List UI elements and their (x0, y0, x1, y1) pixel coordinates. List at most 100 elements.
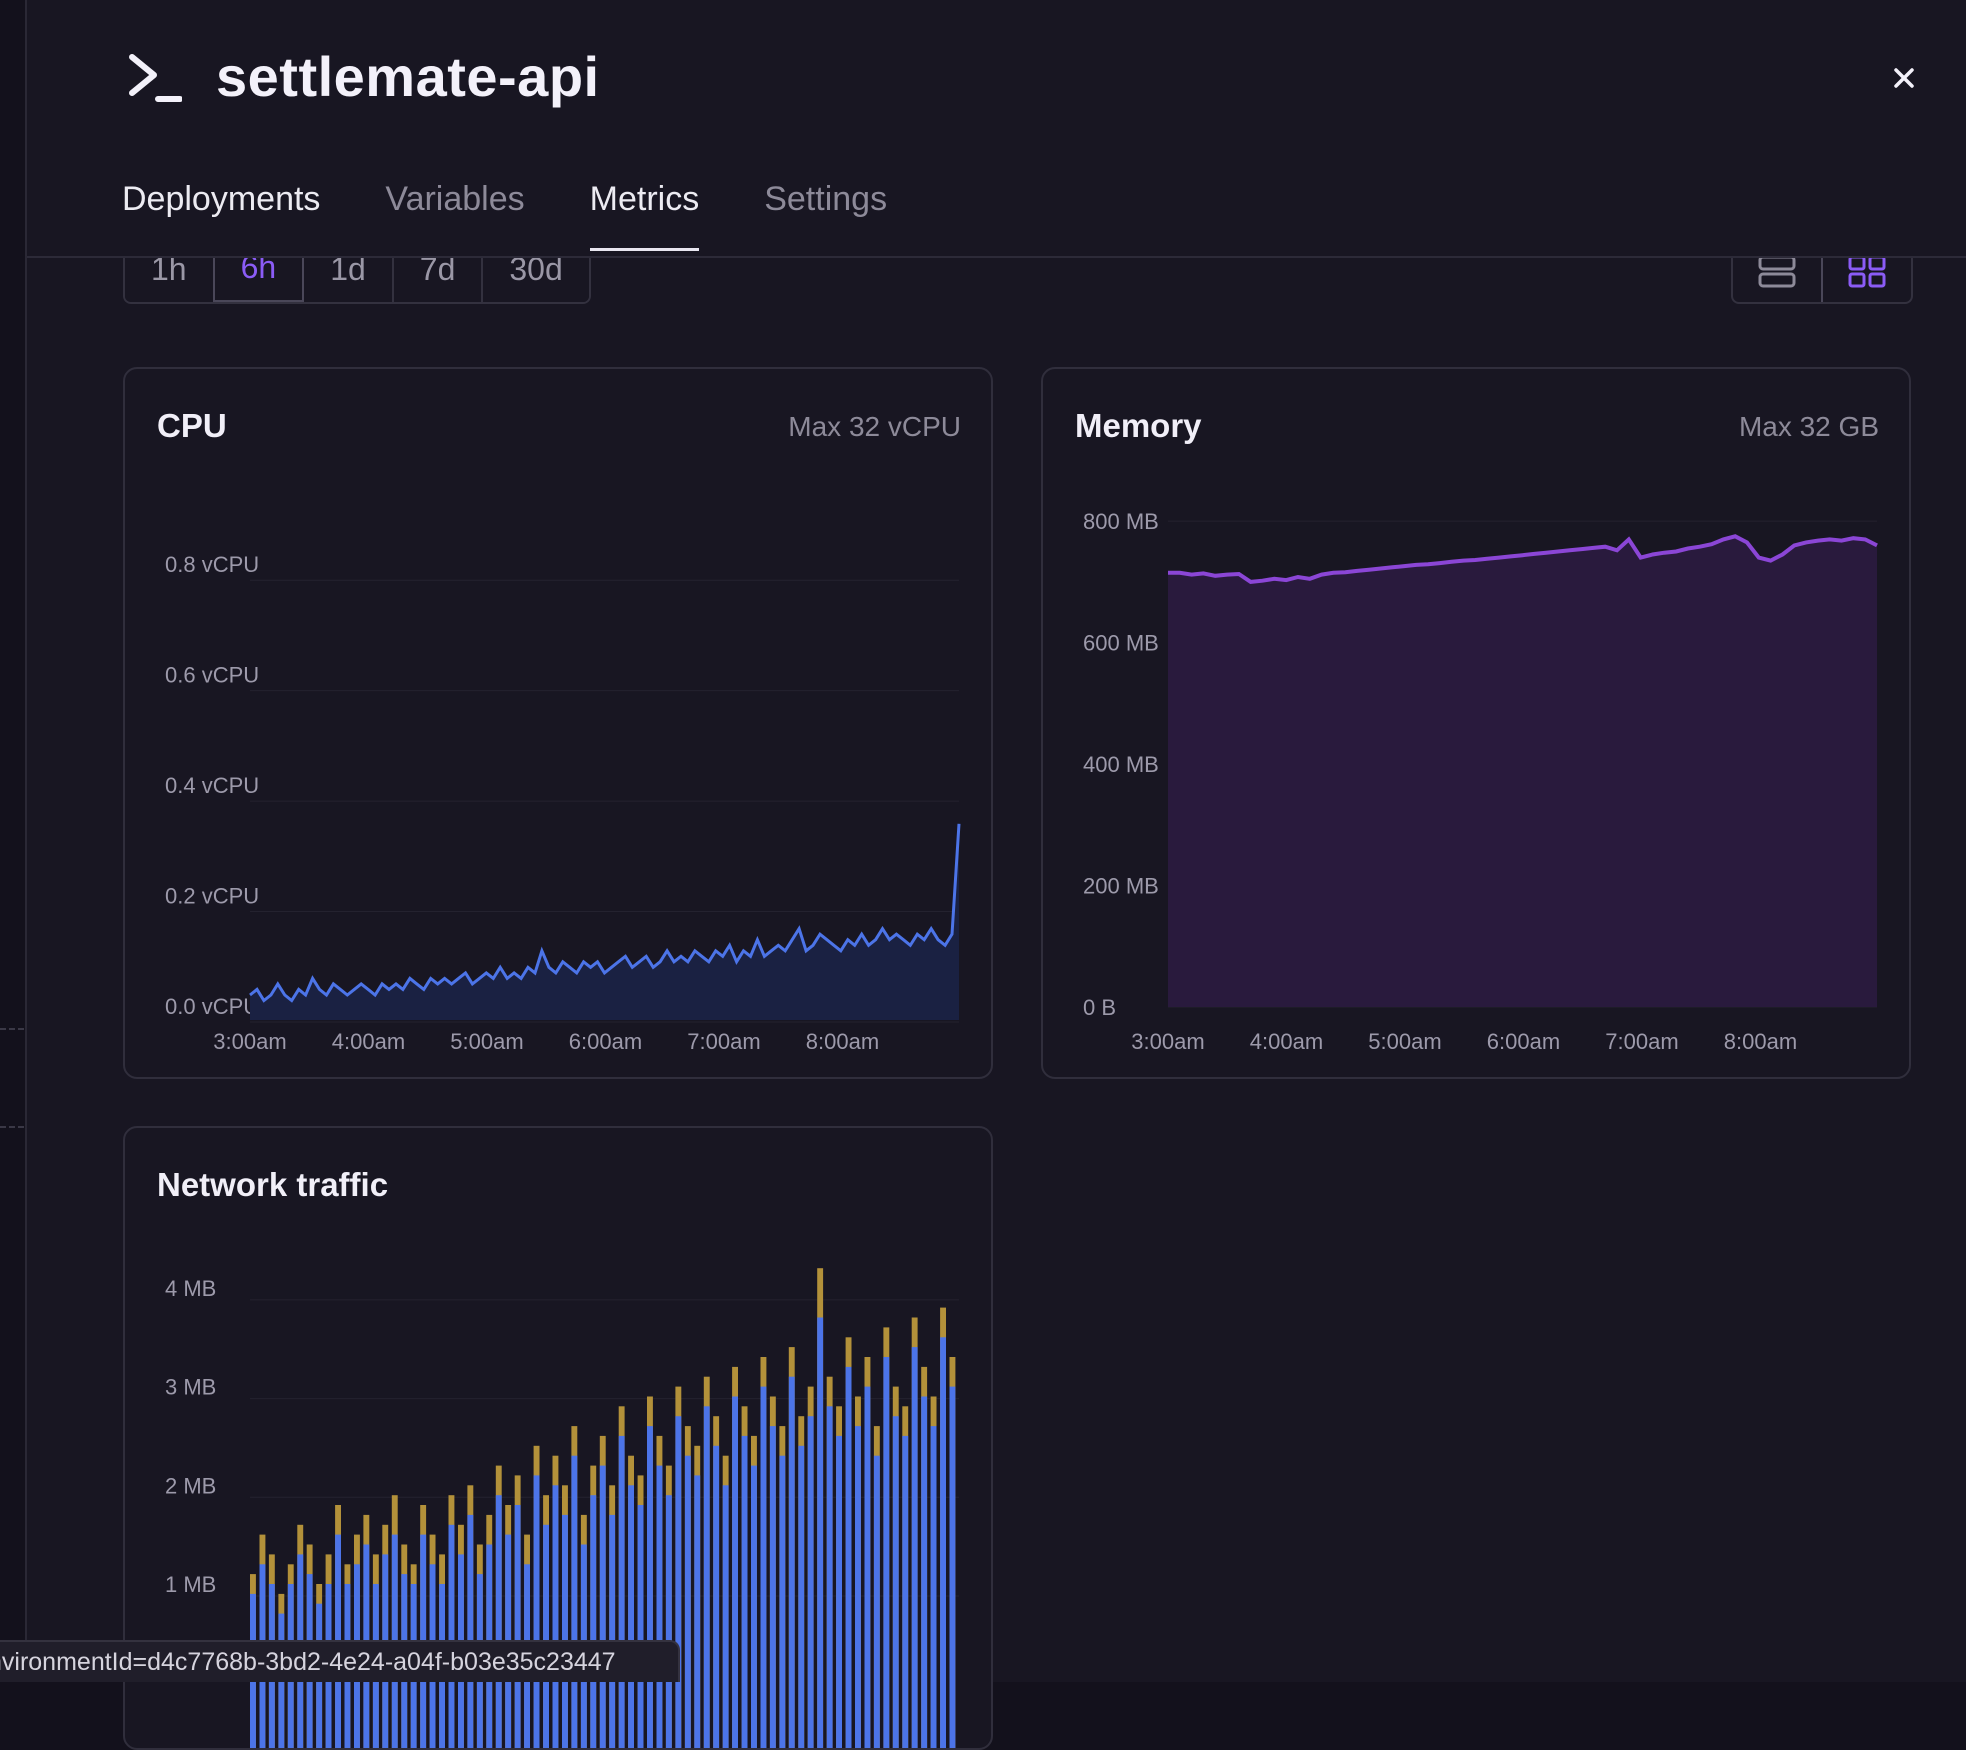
network-out-bar (533, 1475, 540, 1748)
tab-settings[interactable]: Settings (764, 180, 888, 218)
network-out-bar (628, 1485, 634, 1748)
memory-card: Memory Max 32 GB 0 B 200 MB 400 MB 600 MB 80… (1041, 367, 1911, 1079)
network-out-bar (911, 1347, 918, 1748)
network-out-bar (751, 1465, 757, 1748)
network-out-bar (694, 1475, 701, 1748)
network-out-bar (864, 1386, 871, 1748)
network-out-bar (883, 1357, 890, 1748)
title-row: settlemate-api (126, 44, 600, 109)
cpu-card: CPU Max 32 vCPU 0.0 vCPU 0.2 vCPU 0.4 vCPU… (123, 367, 993, 1079)
network-out-bar (448, 1524, 455, 1748)
cpu-series-line (249, 823, 961, 1003)
network-out-bar (741, 1435, 748, 1748)
network-out-bar (467, 1514, 474, 1748)
network-out-bar (713, 1445, 720, 1748)
network-card-title: Network traffic (157, 1166, 389, 1203)
network-out-bar (940, 1337, 946, 1748)
x-tick-label: 6:00am (1487, 1029, 1560, 1054)
canvas-connector-dash (0, 1126, 24, 1128)
x-tick-label: 8:00am (806, 1029, 879, 1054)
x-tick-label: 8:00am (1724, 1029, 1797, 1054)
y-tick-label: 0.4 vCPU (165, 773, 259, 798)
network-out-bar (845, 1366, 852, 1748)
network-out-bar (732, 1396, 738, 1748)
y-tick-label: 0.2 vCPU (165, 884, 259, 909)
network-out-bar (675, 1416, 682, 1748)
x-tick-label: 7:00am (687, 1029, 760, 1054)
network-out-bar (826, 1406, 833, 1748)
network-out-bar (590, 1495, 597, 1748)
tab-variables[interactable]: Variables (385, 180, 525, 218)
y-tick-label: 0.6 vCPU (165, 663, 259, 688)
network-out-bar (892, 1416, 899, 1748)
network-out-bar (949, 1386, 956, 1748)
cpu-chart: 0.0 vCPU 0.2 vCPU 0.4 vCPU 0.6 vCPU 0.8 vCPU… (165, 552, 961, 1054)
tab-metrics[interactable]: Metrics (589, 180, 699, 251)
y-tick-label: 600 MB (1083, 631, 1159, 656)
x-tick-label: 5:00am (450, 1029, 523, 1054)
memory-max-label: Max 32 GB (1738, 411, 1879, 442)
service-panel: settlemate-api Deployments Variables Met… (27, 0, 1966, 1750)
network-out-bar (543, 1524, 549, 1748)
network-out-bar (873, 1455, 880, 1748)
y-tick-label: 0 B (1083, 995, 1116, 1020)
network-out-bar (902, 1435, 909, 1748)
network-out-bar (855, 1426, 861, 1748)
x-tick-label: 4:00am (332, 1029, 405, 1054)
status-bar-url: nvironmentId=d4c7768b-3bd2-4e24-a04f-b03… (0, 1640, 680, 1682)
memory-chart: 0 B 200 MB 400 MB 600 MB 800 MB 3:00am 4:00am 5… (1083, 509, 1878, 1054)
network-out-bar (722, 1485, 729, 1748)
service-title: settlemate-api (216, 45, 600, 108)
y-tick-label: 0.0 vCPU (165, 994, 259, 1019)
network-out-bar (703, 1406, 710, 1748)
y-tick-label: 800 MB (1083, 509, 1159, 534)
network-out-bar (930, 1426, 937, 1748)
y-tick-label: 200 MB (1083, 874, 1159, 899)
x-tick-label: 3:00am (1131, 1029, 1204, 1054)
y-tick-label: 0.8 vCPU (165, 552, 259, 577)
close-icon[interactable] (1886, 60, 1922, 96)
cpu-area-fill (250, 823, 959, 1020)
x-tick-label: 3:00am (213, 1029, 286, 1054)
network-out-bar (665, 1495, 672, 1748)
grid-view-icon (1848, 255, 1886, 288)
network-out-bar (609, 1514, 616, 1748)
network-out-bar (647, 1426, 653, 1748)
network-out-bar (514, 1505, 521, 1748)
tab-bar: Deployments Variables Metrics Settings (122, 180, 952, 251)
list-view-icon (1758, 255, 1796, 288)
network-out-bar (495, 1495, 502, 1748)
network-out-bar (788, 1376, 795, 1748)
memory-card-title: Memory (1075, 407, 1202, 444)
network-out-bar (779, 1455, 786, 1748)
canvas-connector-dash (0, 1028, 24, 1030)
network-out-bar (760, 1386, 767, 1748)
y-tick-label: 3 MB (165, 1375, 216, 1400)
network-out-bar (817, 1317, 824, 1748)
network-out-bar (571, 1455, 578, 1748)
terminal-icon (129, 53, 182, 102)
network-out-bar (552, 1485, 559, 1748)
network-out-bar (599, 1465, 606, 1748)
x-tick-label: 7:00am (1605, 1029, 1678, 1054)
y-tick-label: 2 MB (165, 1473, 216, 1498)
y-tick-label: 1 MB (165, 1572, 216, 1597)
network-out-bar (618, 1435, 625, 1748)
tab-deployments[interactable]: Deployments (122, 180, 321, 218)
x-tick-label: 6:00am (569, 1029, 642, 1054)
network-out-bar (769, 1426, 776, 1748)
memory-series-line (1168, 534, 1878, 584)
network-out-bar (562, 1514, 568, 1748)
cpu-card-title: CPU (157, 407, 227, 444)
y-tick-label: 400 MB (1083, 752, 1159, 777)
x-tick-label: 4:00am (1250, 1029, 1323, 1054)
network-out-bar (798, 1445, 805, 1748)
network-out-bar (807, 1416, 814, 1748)
project-canvas-edge (0, 0, 27, 1682)
network-out-bar (921, 1396, 928, 1748)
memory-area-fill (1168, 536, 1877, 1007)
x-tick-label: 5:00am (1368, 1029, 1441, 1054)
network-out-bar (656, 1465, 663, 1748)
network-out-bar (637, 1505, 644, 1748)
network-out-bar (684, 1455, 691, 1748)
